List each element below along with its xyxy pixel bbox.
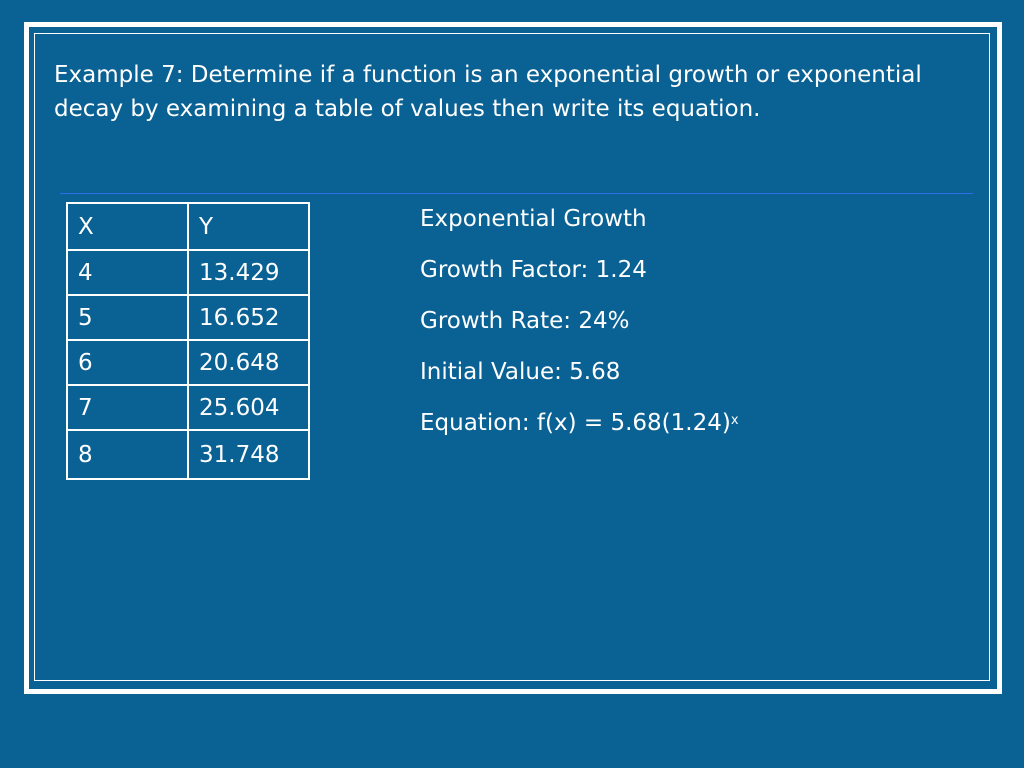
- slide-frame-inner: [34, 33, 990, 681]
- cell-y: 13.429: [187, 249, 310, 296]
- cell-y: 25.604: [187, 384, 310, 431]
- growth-rate: Growth Rate: 24%: [420, 308, 630, 334]
- table-header-row: X Y: [66, 202, 310, 251]
- cell-x: 8: [66, 429, 189, 480]
- equation-base: Equation: f(x) = 5.68(1.24): [420, 410, 731, 436]
- equation: Equation: f(x) = 5.68(1.24)x: [420, 404, 739, 455]
- header-x: X: [66, 202, 189, 251]
- equation-exponent: x: [730, 413, 739, 428]
- cell-x: 4: [66, 249, 189, 296]
- table-row: 7 25.604: [66, 384, 310, 431]
- cell-y: 16.652: [187, 294, 310, 341]
- values-table: X Y 4 13.429 5 16.652 6 20.648 7 25.604 …: [66, 202, 310, 480]
- divider-line: [60, 193, 973, 194]
- growth-factor: Growth Factor: 1.24: [420, 257, 647, 283]
- table-row: 5 16.652: [66, 294, 310, 341]
- cell-y: 20.648: [187, 339, 310, 386]
- cell-x: 5: [66, 294, 189, 341]
- initial-value: Initial Value: 5.68: [420, 359, 621, 385]
- cell-x: 6: [66, 339, 189, 386]
- slide-frame-outer: [24, 22, 1002, 694]
- cell-x: 7: [66, 384, 189, 431]
- cell-y: 31.748: [187, 429, 310, 480]
- table-row: 6 20.648: [66, 339, 310, 386]
- header-y: Y: [187, 202, 310, 251]
- table-row: 4 13.429: [66, 249, 310, 296]
- solution-panel: Exponential Growth Growth Factor: 1.24 G…: [420, 200, 739, 455]
- example-heading: Example 7: Determine if a function is an…: [54, 62, 922, 122]
- table-row: 8 31.748: [66, 429, 310, 480]
- function-type: Exponential Growth: [420, 206, 647, 232]
